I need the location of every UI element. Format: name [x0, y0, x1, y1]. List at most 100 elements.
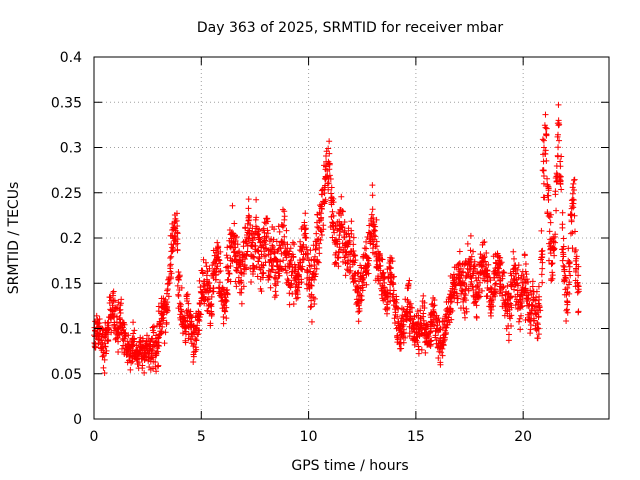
- data-point: [351, 252, 358, 259]
- data-point: [317, 210, 324, 217]
- data-point: [193, 337, 200, 344]
- y-tick-label: 0.35: [51, 95, 82, 111]
- data-point: [540, 137, 547, 144]
- data-point: [232, 253, 239, 260]
- data-point: [528, 311, 535, 318]
- data-point: [482, 258, 489, 265]
- data-point: [452, 282, 459, 289]
- data-point: [471, 265, 478, 272]
- data-point: [462, 286, 469, 293]
- data-point: [407, 309, 414, 316]
- data-point: [233, 252, 240, 259]
- data-point: [281, 233, 288, 240]
- data-point: [111, 297, 118, 304]
- data-point: [535, 300, 542, 307]
- data-point: [311, 301, 318, 308]
- data-point: [505, 337, 512, 344]
- data-point: [400, 326, 407, 333]
- data-point: [177, 301, 184, 308]
- data-point: [224, 286, 231, 293]
- data-point: [318, 231, 325, 238]
- data-point: [328, 184, 335, 191]
- data-point: [338, 193, 345, 200]
- data-point: [551, 245, 558, 252]
- data-point: [461, 279, 468, 286]
- data-point: [430, 295, 437, 302]
- data-point: [538, 248, 545, 255]
- data-point: [332, 259, 339, 266]
- data-point: [245, 217, 252, 224]
- data-point: [463, 305, 470, 312]
- data-point: [387, 256, 394, 263]
- data-point: [431, 302, 438, 309]
- data-point: [400, 318, 407, 325]
- data-point: [569, 190, 576, 197]
- data-point: [252, 242, 259, 249]
- data-point: [174, 282, 181, 289]
- data-point: [338, 221, 345, 228]
- data-point: [575, 263, 582, 270]
- data-point: [264, 227, 271, 234]
- data-point: [391, 297, 398, 304]
- data-point: [426, 329, 433, 336]
- data-point: [508, 304, 515, 311]
- data-point: [396, 341, 403, 348]
- data-point: [317, 236, 324, 243]
- data-point: [356, 307, 363, 314]
- data-point: [160, 317, 167, 324]
- data-point: [184, 291, 191, 298]
- data-point: [164, 299, 171, 306]
- data-point: [420, 310, 427, 317]
- data-point: [271, 274, 278, 281]
- data-point: [557, 173, 564, 180]
- data-point: [233, 268, 240, 275]
- data-point: [565, 281, 572, 288]
- data-point: [274, 248, 281, 255]
- y-tick-label: 0.2: [60, 231, 82, 247]
- data-point: [549, 260, 556, 267]
- data-point: [286, 248, 293, 255]
- data-point: [101, 369, 108, 376]
- data-point: [347, 267, 354, 274]
- data-point: [565, 257, 572, 264]
- data-point: [283, 269, 290, 276]
- data-point: [424, 334, 431, 341]
- data-point: [197, 311, 204, 318]
- data-point: [264, 215, 271, 222]
- data-point: [573, 267, 580, 274]
- data-point: [254, 273, 261, 280]
- data-point: [269, 224, 276, 231]
- data-point: [571, 212, 578, 219]
- data-point: [359, 276, 366, 283]
- data-point: [232, 244, 239, 251]
- data-point: [352, 252, 359, 259]
- data-point: [359, 276, 366, 283]
- data-point: [427, 338, 434, 345]
- data-point: [276, 228, 283, 235]
- data-point: [130, 319, 137, 326]
- data-point: [227, 278, 234, 285]
- data-point: [264, 230, 271, 237]
- data-point: [574, 289, 581, 296]
- data-point: [394, 332, 401, 339]
- data-point: [535, 313, 542, 320]
- data-point: [227, 255, 234, 262]
- data-point: [167, 265, 174, 272]
- data-point: [326, 172, 333, 179]
- data-point: [411, 341, 418, 348]
- data-point: [467, 232, 474, 239]
- data-point: [549, 275, 556, 282]
- data-point: [248, 242, 255, 249]
- data-point: [259, 274, 266, 281]
- data-point: [265, 276, 272, 283]
- data-point: [163, 321, 170, 328]
- data-point: [497, 254, 504, 261]
- data-point: [529, 278, 536, 285]
- data-point: [515, 318, 522, 325]
- data-point: [162, 329, 169, 336]
- data-point: [288, 280, 295, 287]
- data-point: [147, 343, 154, 350]
- data-point: [125, 332, 132, 339]
- data-point: [300, 256, 307, 263]
- data-point: [365, 257, 372, 264]
